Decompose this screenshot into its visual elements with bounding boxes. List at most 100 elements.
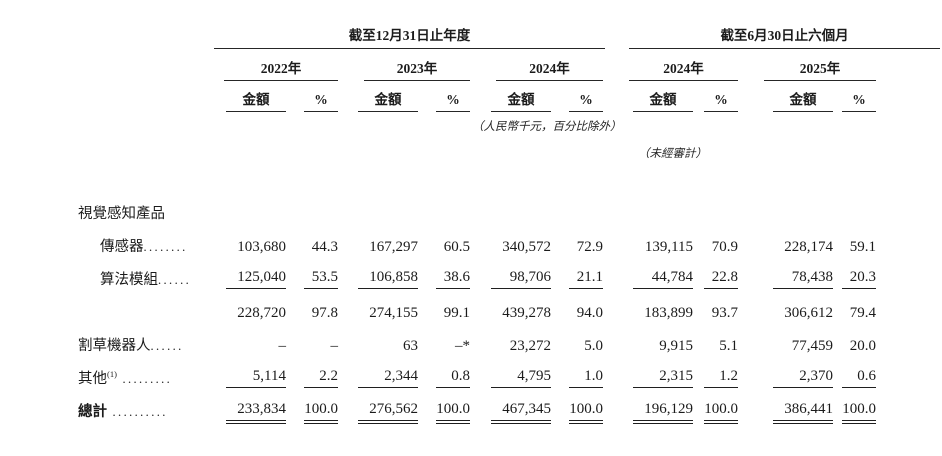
year-header-0-0: 2022年	[200, 49, 340, 81]
cell-value: 439,278	[502, 305, 551, 321]
cell-value: 228,720	[237, 305, 286, 321]
amount-cell: 98,706	[472, 261, 553, 294]
percent-cell: 72.9	[553, 228, 605, 261]
year-header-label: 2023年	[364, 57, 470, 81]
cell-value: 100.0	[842, 401, 877, 424]
percent-header: %	[835, 81, 878, 112]
percent-header-label: %	[704, 92, 739, 112]
amount-cell: –	[200, 327, 288, 360]
cell-value: –	[330, 338, 339, 354]
row-label-cell: 總計 ..........	[78, 393, 200, 426]
row-filler	[878, 294, 940, 327]
row-label: 其他	[78, 371, 107, 387]
amount-header: 金額	[472, 81, 553, 112]
percent-cell: 20.0	[835, 327, 878, 360]
amount-header-label: 金額	[226, 88, 286, 112]
cell-value: 59.1	[849, 239, 877, 255]
percent-header-label: %	[842, 92, 877, 112]
amount-cell: 228,174	[740, 228, 835, 261]
amount-header-label: 金額	[633, 88, 694, 112]
amount-header: 金額	[200, 81, 288, 112]
row-label: 傳感器	[100, 239, 144, 255]
percent-cell: 59.1	[835, 228, 878, 261]
spacer-cell	[78, 165, 940, 195]
table-row: 228,720 97.8 274,155 99.1 439,278 94.0 183,899…	[78, 294, 940, 327]
header-label-spacer	[78, 49, 200, 81]
amount-cell: 23,272	[472, 327, 553, 360]
percent-cell: 97.8	[288, 294, 340, 327]
cell-value: 97.8	[311, 305, 338, 321]
cell-value: 340,572	[502, 239, 551, 255]
percent-cell: 22.8	[695, 261, 740, 294]
cell-value: 77,459	[791, 338, 834, 354]
row-label-cell	[78, 294, 200, 327]
row-label-cell: 其他(1) .........	[78, 360, 200, 393]
row-label: 總計	[78, 404, 107, 420]
amount-cell: 439,278	[472, 294, 553, 327]
amount-cell: 467,345	[472, 393, 553, 426]
amount-cell: 106,858	[340, 261, 420, 294]
percent-cell	[288, 195, 340, 228]
table-row: 其他(1) ......... 5,114 2.2 2,344 0.8 4,795 1.0 2…	[78, 360, 940, 393]
amount-cell: 2,370	[740, 360, 835, 393]
row-label-cell: 割草機器人......	[78, 327, 200, 360]
amount-header-label: 金額	[358, 88, 418, 112]
cell-value: 21.1	[569, 269, 604, 289]
amount-cell: 340,572	[472, 228, 553, 261]
cell-value: 2,315	[633, 368, 694, 388]
year-header-label: 2025年	[764, 57, 877, 81]
amount-cell: 44,784	[605, 261, 695, 294]
percent-cell: 53.5	[288, 261, 340, 294]
percent-cell	[695, 195, 740, 228]
cell-value: 125,040	[226, 269, 286, 289]
row-filler	[878, 228, 940, 261]
amount-header: 金額	[740, 81, 835, 112]
percent-header: %	[553, 81, 605, 112]
percent-cell: 79.4	[835, 294, 878, 327]
header-label-spacer	[78, 16, 200, 49]
cell-value: 233,834	[226, 401, 286, 424]
amount-cell	[200, 195, 288, 228]
cell-value: 196,129	[633, 401, 694, 424]
cell-value: 5.1	[719, 338, 739, 354]
amount-cell: 386,441	[740, 393, 835, 426]
cell-value: 0.6	[842, 368, 877, 388]
note-row-unaudited: （未經審計）	[78, 138, 940, 165]
cell-value: 93.7	[711, 305, 739, 321]
row-label: 視覺感知產品	[78, 206, 165, 222]
percent-cell: 20.3	[835, 261, 878, 294]
percent-cell: 44.3	[288, 228, 340, 261]
cell-value: 38.6	[436, 269, 470, 289]
percent-cell: 100.0	[288, 393, 340, 426]
note-unaudited: （未經審計）	[638, 148, 708, 160]
spacer-row	[78, 165, 940, 195]
percent-cell: 93.7	[695, 294, 740, 327]
cell-value: 44.3	[311, 239, 338, 255]
percent-cell	[835, 195, 878, 228]
period-group-annual: 截至12月31日止年度	[200, 16, 606, 49]
percent-cell: 5.0	[553, 327, 605, 360]
cell-value: 167,297	[369, 239, 418, 255]
header-label-spacer	[78, 81, 200, 112]
amount-cell: 228,720	[200, 294, 288, 327]
percent-cell: 1.0	[553, 360, 605, 393]
amount-cell: 77,459	[740, 327, 835, 360]
note-spacer	[78, 112, 472, 138]
cell-value: 23,272	[509, 338, 551, 354]
measure-header-row: 金額% 金額% 金額% 金額% 金額%	[78, 81, 940, 112]
percent-cell	[553, 195, 605, 228]
row-filler	[878, 195, 940, 228]
amount-cell: 63	[340, 327, 420, 360]
cell-value: 106,858	[358, 269, 418, 289]
cell-value: 5.0	[584, 338, 604, 354]
amount-cell: 274,155	[340, 294, 420, 327]
year-header-1-0: 2024年	[605, 49, 740, 81]
table-row: 割草機器人...... – – 63 –* 23,272 5.0 9,915 5.1 77,459…	[78, 327, 940, 360]
percent-cell: –	[288, 327, 340, 360]
year-header-0-2: 2024年	[472, 49, 605, 81]
footnote-marker: (1)	[107, 369, 117, 380]
cell-value: 100.0	[304, 401, 338, 424]
cell-value: 274,155	[369, 305, 418, 321]
row-label-cell: 視覺感知產品	[78, 195, 200, 228]
